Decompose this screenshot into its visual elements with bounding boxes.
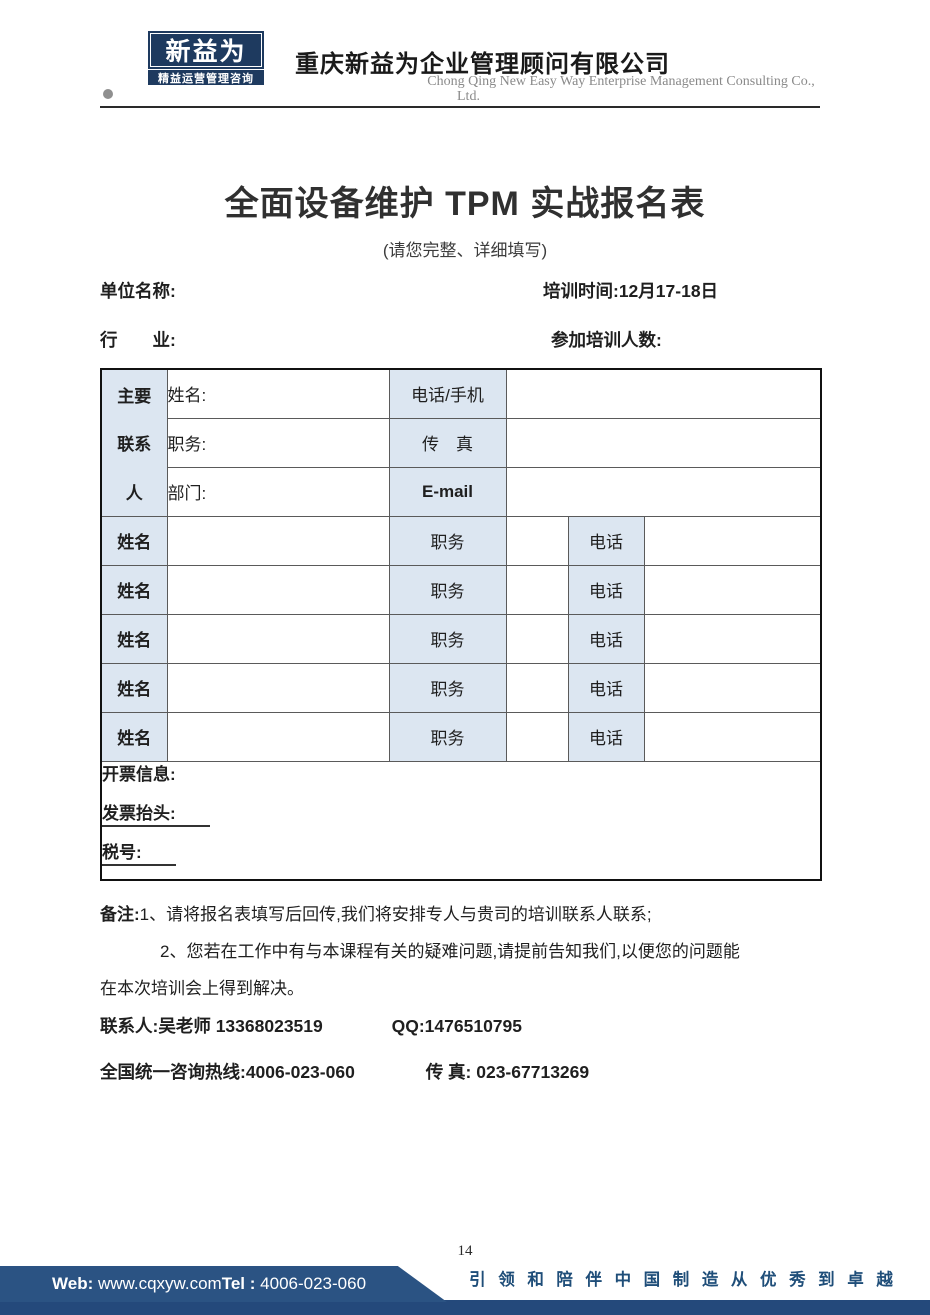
contact-email-label-cell: E-mail — [388, 466, 507, 517]
footer-web-label: Web: — [52, 1274, 94, 1293]
contact-person-text: 联系人:吴老师 13368023519 — [100, 1016, 323, 1036]
primary-contact-line3: 人 — [125, 483, 143, 503]
primary-contact-line2: 联系 — [117, 435, 152, 455]
page-subtitle: (请您完整、详细填写) — [382, 241, 548, 260]
contact-person-line: 联系人:吴老师 13368023519 QQ:1476510795 — [100, 1013, 522, 1038]
footer-tel-value: 4006-023-060 — [260, 1274, 367, 1293]
person-3-title-input-cell[interactable] — [505, 613, 569, 664]
training-time-value: 12月17-18日 — [618, 281, 719, 301]
fax-text: 传 真: 023-67713269 — [425, 1062, 590, 1082]
contact-phone-label-cell: 电话/手机 — [388, 368, 507, 419]
table-row: 姓名 职务 电话 — [100, 711, 822, 762]
person-4-title-label: 职务 — [388, 662, 507, 713]
person-5-name-label: 姓名 — [100, 711, 168, 762]
footer-web-value: www.cqxyw.com — [93, 1274, 222, 1293]
footer-tel-label: Tel : — [221, 1274, 261, 1293]
contact-phone-input-cell[interactable] — [505, 368, 822, 419]
table-row: 姓名 职务 电话 — [100, 662, 822, 713]
person-5-name-input-cell[interactable] — [166, 711, 390, 762]
industry-label: 行 业: — [100, 330, 176, 350]
person-4-name-label: 姓名 — [100, 662, 168, 713]
person-2-title-input-cell[interactable] — [505, 564, 569, 615]
notes-line-1: 备注:1、请将报名表填写后回传,我们将安排专人与贵司的培训联系人联系; — [100, 900, 652, 925]
person-3-name-input-cell[interactable] — [166, 613, 390, 664]
contact-name-label-cell[interactable]: 姓名: — [166, 368, 390, 419]
person-2-name-label: 姓名 — [100, 564, 168, 615]
person-1-title-input-cell[interactable] — [505, 515, 569, 566]
person-2-name-input-cell[interactable] — [166, 564, 390, 615]
person-2-phone-input-cell[interactable] — [643, 564, 822, 615]
person-4-phone-label: 电话 — [567, 662, 645, 713]
table-row: 开票信息: 发票抬头: 税号: — [100, 760, 822, 880]
person-3-name-label: 姓名 — [100, 613, 168, 664]
hotline-text: 全国统一咨询热线:4006-023-060 — [100, 1062, 355, 1082]
training-time-label: 培训时间: — [543, 281, 619, 301]
person-4-title-input-cell[interactable] — [505, 662, 569, 713]
person-5-title-input-cell[interactable] — [505, 711, 569, 762]
invoice-header-label[interactable]: 发票抬头: — [102, 803, 210, 827]
invoice-info-cell[interactable]: 开票信息: 发票抬头: 税号: — [100, 760, 822, 880]
person-4-phone-input-cell[interactable] — [643, 662, 822, 713]
notes-line-3: 在本次培训会上得到解决。 — [100, 979, 304, 998]
primary-contact-merged-cell: 主要 联系 人 — [100, 368, 168, 517]
table-row: 姓名 职务 电话 — [100, 564, 822, 615]
training-time: 培训时间:12月17-18日 — [543, 278, 718, 303]
page-number: 14 — [457, 1243, 473, 1259]
company-name-cn: 重庆新益为企业管理顾问有限公司 — [295, 51, 670, 78]
person-5-title-label: 职务 — [388, 711, 507, 762]
footer-slogan: 引 领 和 陪 伴 中 国 制 造 从 优 秀 到 卓 越 — [469, 1271, 897, 1289]
person-3-title-label: 职务 — [388, 613, 507, 664]
header-divider — [100, 106, 820, 108]
person-1-name-label: 姓名 — [100, 515, 168, 566]
person-2-phone-label: 电话 — [567, 564, 645, 615]
table-row: 职务: 传 真 — [101, 417, 822, 468]
logo-wordmark: 新益为 — [148, 31, 264, 69]
person-2-title-label: 职务 — [388, 564, 507, 615]
footer-contact-bar: Web: www.cqxyw.comTel : 4006-023-060 — [0, 1266, 447, 1302]
registration-table: 主要 联系 人 姓名: 电话/手机 职务: 传 真 部门: — [100, 368, 822, 881]
primary-contact-line1: 主要 — [117, 386, 152, 406]
notes-line-2: 2、您若在工作中有与本课程有关的疑难问题,请提前告知我们,以便您的问题能 — [160, 942, 740, 961]
person-3-phone-input-cell[interactable] — [643, 613, 822, 664]
logo-tagline: 精益运营管理咨询 — [148, 70, 264, 85]
contact-title-label-cell[interactable]: 职务: — [166, 417, 390, 468]
table-row: 姓名 职务 电话 — [100, 613, 822, 664]
person-4-name-input-cell[interactable] — [166, 662, 390, 713]
company-name-en-line1: Chong Qing New Easy Way Enterprise Manag… — [427, 74, 815, 89]
person-1-name-input-cell[interactable] — [166, 515, 390, 566]
person-1-phone-label: 电话 — [567, 515, 645, 566]
person-1-phone-input-cell[interactable] — [643, 515, 822, 566]
page-title: 全面设备维护 TPM 实战报名表 — [224, 185, 706, 223]
bullet-dot — [103, 89, 113, 99]
company-name-en-line2: Ltd. — [457, 89, 480, 104]
notes-item-1: 1、请将报名表填写后回传,我们将安排专人与贵司的培训联系人联系; — [139, 905, 652, 924]
hotline-line: 全国统一咨询热线:4006-023-060 传 真: 023-67713269 — [100, 1059, 589, 1084]
person-3-phone-label: 电话 — [567, 613, 645, 664]
attendees-label: 参加培训人数: — [551, 330, 662, 350]
footer-bottom-strip — [0, 1300, 930, 1315]
company-name-en: Chong Qing New Easy Way Enterprise Manag… — [415, 74, 827, 104]
contact-dept-label-cell[interactable]: 部门: — [166, 466, 390, 517]
person-5-phone-label: 电话 — [567, 711, 645, 762]
contact-fax-input-cell[interactable] — [505, 417, 822, 468]
company-logo: 新益为 精益运营管理咨询 — [148, 31, 264, 85]
contact-qq-text: QQ:1476510795 — [391, 1016, 523, 1036]
table-row: 姓名 职务 电话 — [100, 515, 822, 566]
contact-fax-label-cell: 传 真 — [388, 417, 507, 468]
unit-name-label: 单位名称: — [100, 281, 176, 301]
contact-email-input-cell[interactable] — [505, 466, 822, 517]
tax-number-label[interactable]: 税号: — [102, 842, 176, 866]
person-5-phone-input-cell[interactable] — [643, 711, 822, 762]
person-1-title-label: 职务 — [388, 515, 507, 566]
invoice-info-label: 开票信息: — [102, 764, 176, 784]
table-row: 部门: E-mail — [101, 466, 822, 517]
notes-label: 备注: — [100, 905, 140, 924]
table-row: 主要 联系 人 姓名: 电话/手机 — [100, 368, 822, 517]
